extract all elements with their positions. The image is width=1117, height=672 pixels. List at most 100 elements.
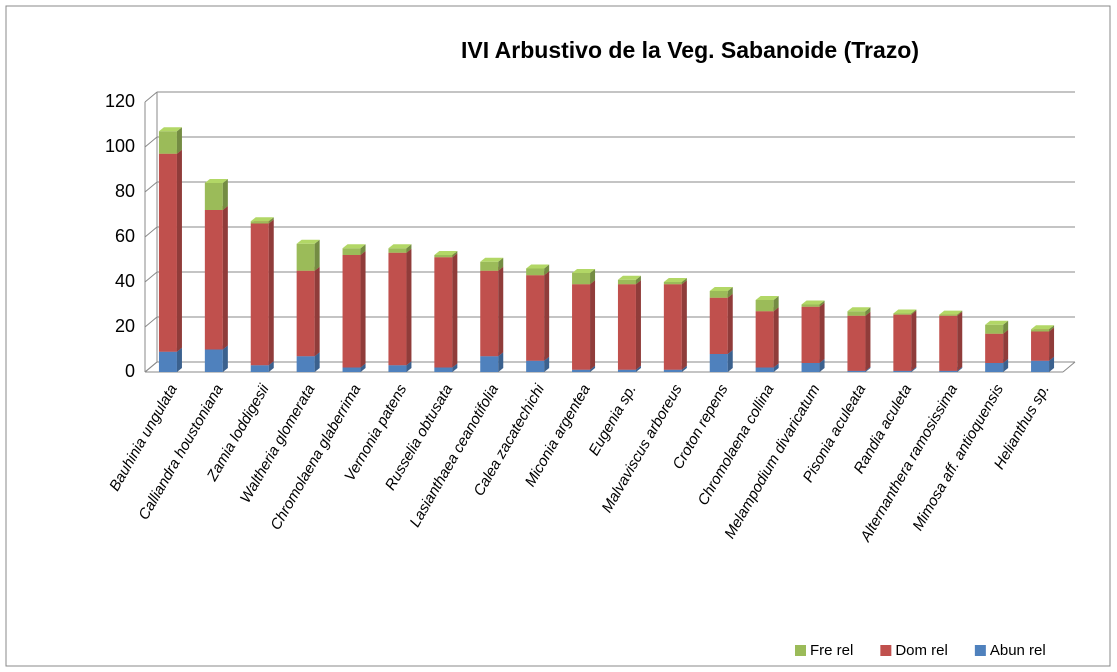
bar-segment xyxy=(296,239,320,271)
bar-front xyxy=(939,314,958,316)
bar-front xyxy=(801,363,820,372)
bar-segment xyxy=(801,300,825,307)
legend-swatch xyxy=(880,645,892,656)
bar-front xyxy=(847,315,866,371)
chart-title: IVI Arbustivo de la Veg. Sabanoide (Traz… xyxy=(461,37,919,63)
bar-segment xyxy=(480,257,504,271)
bar-side xyxy=(590,269,596,285)
bar-front xyxy=(158,351,177,372)
bar-front xyxy=(480,261,499,271)
grid-line xyxy=(144,226,158,238)
legend-swatch xyxy=(795,645,806,656)
bar-segment xyxy=(985,329,1009,363)
bar-side xyxy=(727,293,733,354)
bar-segment xyxy=(204,206,228,350)
bar-segment xyxy=(296,266,320,357)
bar-top xyxy=(158,127,182,132)
bar-side xyxy=(452,251,458,258)
bar-front xyxy=(985,333,1004,363)
bar-front xyxy=(572,273,591,285)
bar-top xyxy=(755,296,779,300)
bar-side xyxy=(635,275,641,285)
bar-front xyxy=(709,291,728,298)
y-tick-label: 120 xyxy=(105,91,135,111)
bar-side xyxy=(819,302,825,363)
bar-side xyxy=(727,287,733,298)
bar-side xyxy=(957,310,963,316)
bar-top xyxy=(847,307,871,312)
bar-side xyxy=(314,266,320,357)
bar-side xyxy=(773,307,779,368)
bar-front xyxy=(617,279,636,285)
bar-top xyxy=(1031,325,1055,330)
bar-front xyxy=(388,252,407,366)
bar-side xyxy=(773,296,779,312)
bar-front xyxy=(342,367,361,372)
legend-swatch xyxy=(974,645,986,656)
bar-front xyxy=(893,314,912,371)
bar-side xyxy=(865,366,871,372)
bar-segment xyxy=(847,307,871,316)
bar-side xyxy=(268,219,274,366)
bar-segment xyxy=(342,244,366,255)
bar-side xyxy=(1049,325,1055,332)
legend-label: Fre rel xyxy=(810,642,853,659)
bar-side xyxy=(176,347,182,372)
bar-side xyxy=(268,217,274,224)
grid-line xyxy=(144,271,158,283)
bar-side xyxy=(865,307,871,316)
bar-side xyxy=(222,179,228,210)
bar-side xyxy=(773,363,779,372)
bar-segment xyxy=(526,264,550,276)
bar-front xyxy=(388,365,407,372)
bar-side xyxy=(727,350,733,372)
bar-front xyxy=(296,270,315,357)
bar-segment xyxy=(663,278,687,285)
bar-side xyxy=(819,359,825,372)
bar-segment xyxy=(434,251,458,258)
bar-front xyxy=(663,284,682,370)
bar-front xyxy=(939,370,958,372)
bar-top xyxy=(388,244,412,249)
bar-front xyxy=(847,370,866,372)
y-tick-label: 20 xyxy=(115,316,135,336)
bar-segment xyxy=(893,309,917,315)
legend-label: Abun rel xyxy=(990,642,1046,659)
bar-segment xyxy=(572,269,596,285)
bar-side xyxy=(911,366,917,372)
bar-segment xyxy=(709,293,733,354)
bar-side xyxy=(1003,320,1009,334)
bar-front xyxy=(572,369,591,372)
bar-segment xyxy=(1031,327,1055,361)
bar-side xyxy=(360,363,366,372)
bar-segment xyxy=(388,248,412,366)
bar-side xyxy=(452,363,458,372)
bar-front xyxy=(434,255,453,258)
bar-segment xyxy=(755,307,779,368)
bar-side xyxy=(498,352,504,372)
bar-segment xyxy=(250,217,274,224)
bar-side xyxy=(865,311,871,371)
bar-side xyxy=(590,280,596,370)
bar-front xyxy=(1031,360,1050,372)
bar-side xyxy=(1049,327,1055,361)
bar-side xyxy=(498,257,504,271)
bar-front xyxy=(526,275,545,361)
bar-front xyxy=(388,248,407,253)
bar-segment xyxy=(388,244,412,253)
bar-front xyxy=(985,363,1004,372)
bar-segment xyxy=(617,275,641,285)
bar-segment xyxy=(893,310,917,371)
bar-top xyxy=(893,309,917,314)
bar-side xyxy=(176,127,182,154)
bar-side xyxy=(1003,329,1009,363)
bar-front xyxy=(847,311,866,316)
bar-side xyxy=(590,365,596,372)
bar-front xyxy=(296,243,315,271)
bar-front xyxy=(755,311,774,368)
bar-segment xyxy=(526,271,550,361)
grid-line xyxy=(144,91,158,103)
bar-front xyxy=(985,324,1004,334)
bar-front xyxy=(480,356,499,372)
grid-line xyxy=(144,181,158,193)
